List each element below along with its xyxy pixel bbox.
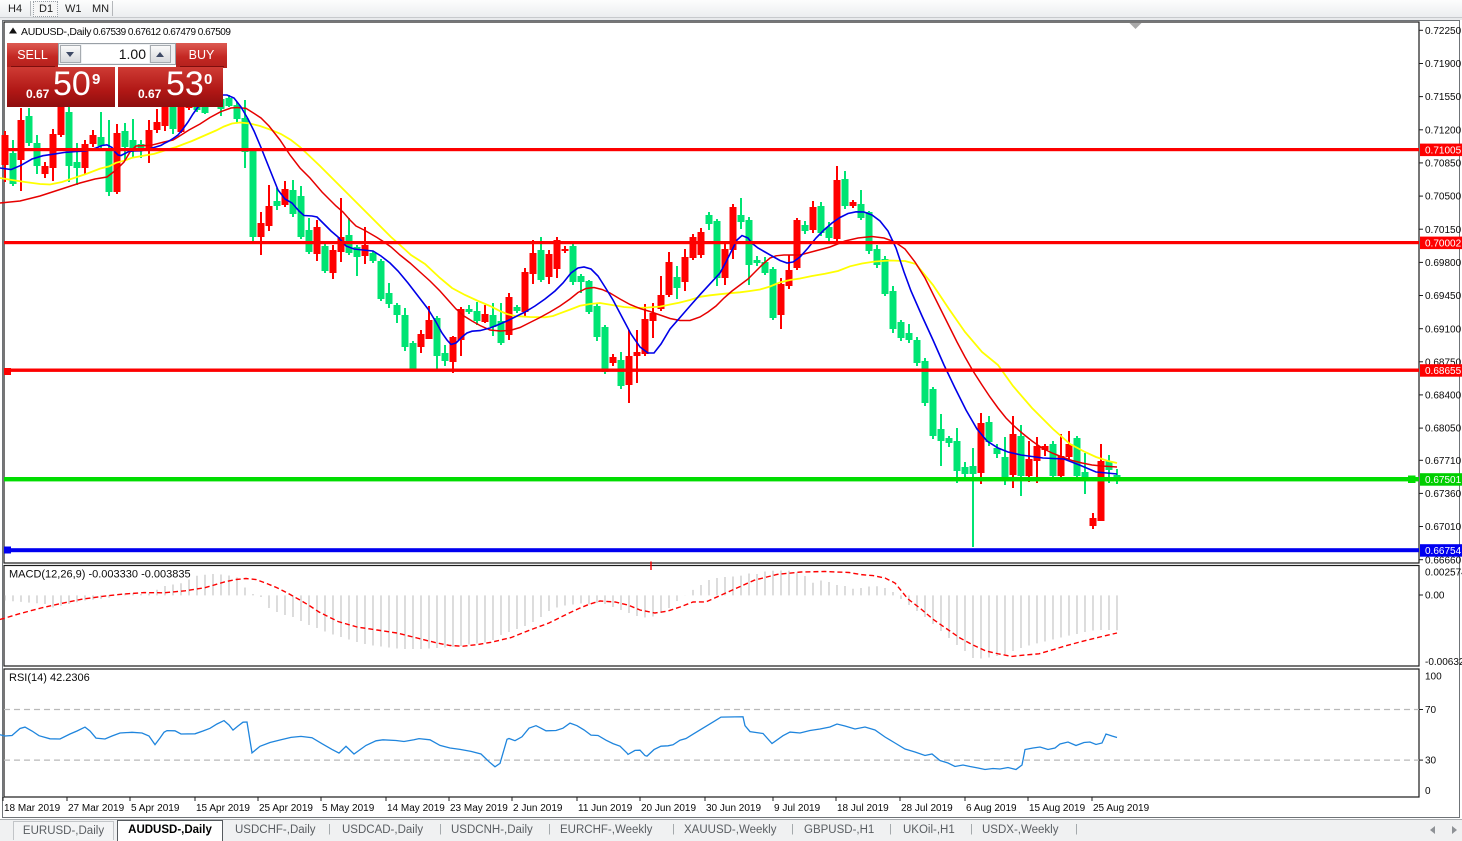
svg-text:0.66660: 0.66660 (1425, 555, 1462, 566)
svg-text:6 Aug 2019: 6 Aug 2019 (966, 803, 1017, 814)
svg-text:0.66754: 0.66754 (1425, 546, 1462, 557)
svg-text:0.71550: 0.71550 (1425, 92, 1462, 103)
svg-text:0.67501: 0.67501 (1425, 475, 1462, 486)
svg-text:0.70850: 0.70850 (1425, 159, 1462, 170)
svg-text:2 Jun 2019: 2 Jun 2019 (513, 803, 563, 814)
svg-text:0.002574: 0.002574 (1425, 567, 1462, 578)
svg-text:18 Jul 2019: 18 Jul 2019 (837, 803, 889, 814)
svg-text:0.71900: 0.71900 (1425, 59, 1462, 70)
svg-text:0.69100: 0.69100 (1425, 324, 1462, 335)
svg-text:-0.006326: -0.006326 (1425, 657, 1462, 668)
svg-text:15 Aug 2019: 15 Aug 2019 (1029, 803, 1086, 814)
svg-text:0.67539 0.67612 0.67479 0.6750: 0.67539 0.67612 0.67479 0.67509 (93, 27, 231, 38)
svg-text:0.68400: 0.68400 (1425, 391, 1462, 402)
svg-text:100: 100 (1425, 672, 1442, 683)
svg-text:0.00: 0.00 (1425, 591, 1445, 602)
svg-text:30: 30 (1425, 756, 1437, 767)
svg-text:0.69800: 0.69800 (1425, 258, 1462, 269)
svg-text:AUDUSD-,Daily: AUDUSD-,Daily (21, 26, 92, 38)
svg-text:20 Jun 2019: 20 Jun 2019 (641, 803, 696, 814)
svg-text:RSI(14) 42.2306: RSI(14) 42.2306 (9, 672, 90, 684)
svg-text:23 May 2019: 23 May 2019 (450, 803, 508, 814)
svg-text:0.71005: 0.71005 (1425, 146, 1462, 157)
svg-text:25 Apr 2019: 25 Apr 2019 (259, 803, 313, 814)
svg-text:0.70002: 0.70002 (1425, 239, 1462, 250)
svg-text:MACD(12,26,9) -0.003330 -0.003: MACD(12,26,9) -0.003330 -0.003835 (9, 569, 191, 581)
svg-text:28 Jul 2019: 28 Jul 2019 (901, 803, 953, 814)
svg-text:14 May 2019: 14 May 2019 (387, 803, 445, 814)
svg-text:0.67010: 0.67010 (1425, 522, 1462, 533)
svg-text:27 Mar 2019: 27 Mar 2019 (68, 803, 125, 814)
svg-text:5 Apr 2019: 5 Apr 2019 (131, 803, 180, 814)
svg-text:15 Apr 2019: 15 Apr 2019 (196, 803, 250, 814)
svg-text:11 Jun 2019: 11 Jun 2019 (578, 803, 633, 814)
svg-text:25 Aug 2019: 25 Aug 2019 (1093, 803, 1150, 814)
svg-text:5 May 2019: 5 May 2019 (322, 803, 375, 814)
svg-text:0.68750: 0.68750 (1425, 357, 1462, 368)
svg-text:0.67360: 0.67360 (1425, 489, 1462, 500)
svg-text:0.70500: 0.70500 (1425, 192, 1462, 203)
svg-text:0.69450: 0.69450 (1425, 291, 1462, 302)
svg-text:18 Mar 2019: 18 Mar 2019 (4, 803, 61, 814)
svg-text:0.70150: 0.70150 (1425, 225, 1462, 236)
svg-text:0.68050: 0.68050 (1425, 424, 1462, 435)
svg-text:70: 70 (1425, 705, 1437, 716)
svg-text:0.68655: 0.68655 (1425, 366, 1462, 377)
svg-text:9 Jul 2019: 9 Jul 2019 (774, 803, 821, 814)
svg-text:0.72250: 0.72250 (1425, 26, 1462, 37)
svg-text:30 Jun 2019: 30 Jun 2019 (706, 803, 761, 814)
svg-text:0.71200: 0.71200 (1425, 125, 1462, 136)
svg-text:0.67710: 0.67710 (1425, 456, 1462, 467)
svg-text:0: 0 (1425, 786, 1431, 797)
